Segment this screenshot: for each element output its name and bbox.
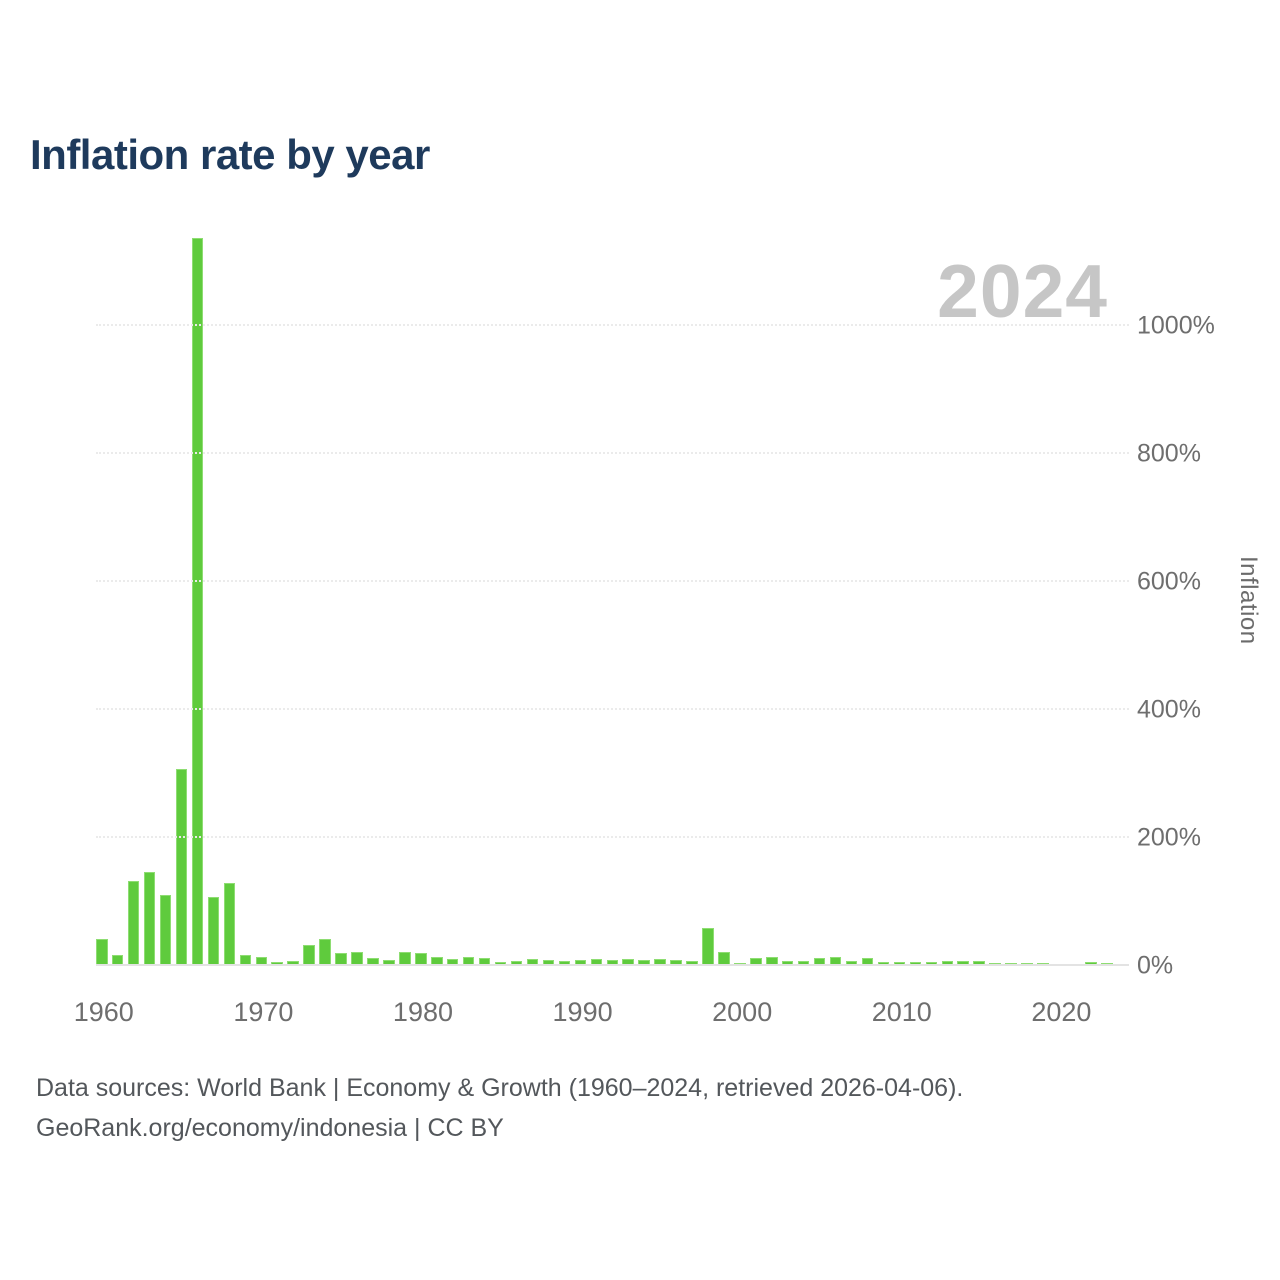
bar-2003[interactable]: [781, 960, 794, 965]
bar-1976[interactable]: [351, 952, 363, 965]
year-watermark: 2024: [937, 249, 1108, 333]
bar-1974[interactable]: [319, 939, 331, 965]
x-tick-2020: 2020: [1031, 997, 1092, 1027]
data-sources-footer: Data sources: World Bank | Economy & Gro…: [36, 1068, 963, 1148]
bar-1990[interactable]: [574, 960, 587, 965]
bar-2001[interactable]: [750, 957, 762, 965]
bar-1995[interactable]: [654, 958, 666, 965]
bar-2008[interactable]: [861, 958, 874, 965]
bar-1970[interactable]: [255, 957, 268, 965]
bar-1965[interactable]: [175, 768, 188, 965]
bar-2006[interactable]: [829, 956, 842, 965]
gridline-800: [96, 452, 1129, 454]
bar-2022[interactable]: [1085, 962, 1097, 965]
bar-1998[interactable]: [702, 927, 714, 965]
bar-1987[interactable]: [526, 959, 539, 965]
y-tick-1000: 1000%: [1137, 311, 1215, 340]
bar-1992[interactable]: [606, 960, 618, 965]
bar-1969[interactable]: [239, 955, 252, 965]
x-tick-2010: 2010: [871, 997, 932, 1027]
bar-1986[interactable]: [510, 961, 523, 965]
bar-2013[interactable]: [941, 960, 954, 965]
footer-line-sources: Data sources: World Bank | Economy & Gro…: [36, 1074, 964, 1102]
bar-2005[interactable]: [813, 958, 826, 965]
bar-1966[interactable]: [191, 237, 204, 965]
bar-2015[interactable]: [973, 960, 985, 965]
bar-1962[interactable]: [127, 880, 140, 965]
bar-1971[interactable]: [271, 962, 283, 965]
bar-1981[interactable]: [431, 957, 443, 965]
y-axis-title: Inflation: [1235, 556, 1262, 645]
bar-1997[interactable]: [686, 961, 698, 965]
x-axis-baseline: [96, 964, 1129, 966]
bar-1973[interactable]: [303, 945, 315, 965]
bar-1994[interactable]: [638, 959, 650, 965]
bar-1980[interactable]: [415, 953, 427, 965]
bar-1964[interactable]: [159, 895, 172, 965]
bar-1979[interactable]: [399, 951, 411, 965]
bar-1988[interactable]: [542, 959, 555, 965]
bar-1967[interactable]: [207, 897, 220, 965]
bar-1977[interactable]: [367, 957, 379, 965]
bar-1984[interactable]: [478, 958, 491, 965]
bar-1978[interactable]: [383, 959, 395, 965]
y-tick-400: 400%: [1137, 695, 1201, 724]
gridline-200: [96, 836, 1129, 838]
bar-1982[interactable]: [446, 958, 459, 965]
bar-2014[interactable]: [957, 960, 969, 965]
bar-2023[interactable]: [1101, 962, 1113, 965]
gridline-600: [96, 580, 1129, 582]
bar-2017[interactable]: [1005, 962, 1017, 965]
bar-1991[interactable]: [590, 958, 603, 965]
bar-2016[interactable]: [989, 962, 1001, 965]
bar-1983[interactable]: [462, 957, 475, 965]
bar-1989[interactable]: [558, 960, 571, 965]
bar-series: [96, 220, 1129, 965]
bar-2000[interactable]: [734, 962, 746, 965]
bar-1961[interactable]: [111, 954, 124, 965]
bar-2011[interactable]: [909, 961, 922, 965]
x-tick-1960: 1960: [73, 997, 134, 1027]
bar-1968[interactable]: [223, 882, 236, 965]
bar-1963[interactable]: [143, 871, 156, 965]
bar-2007[interactable]: [845, 960, 858, 965]
x-tick-1980: 1980: [392, 997, 454, 1027]
bar-1960[interactable]: [96, 938, 108, 965]
bar-1999[interactable]: [718, 951, 730, 965]
bar-1996[interactable]: [670, 959, 682, 965]
y-tick-200: 200%: [1137, 823, 1201, 852]
bar-2002[interactable]: [766, 957, 778, 965]
x-tick-2000: 2000: [712, 997, 773, 1027]
chart-title: Inflation rate by year: [30, 131, 430, 178]
bar-1985[interactable]: [494, 962, 507, 965]
bar-2012[interactable]: [925, 962, 938, 965]
gridline-400: [96, 708, 1129, 710]
x-tick-1990: 1990: [552, 997, 613, 1027]
bar-2018[interactable]: [1021, 962, 1033, 965]
y-tick-800: 800%: [1137, 439, 1201, 468]
footer-line-attribution: GeoRank.org/economy/indonesia | CC BY: [36, 1114, 504, 1142]
bar-2009[interactable]: [877, 962, 890, 965]
bar-1993[interactable]: [622, 958, 634, 965]
y-tick-600: 600%: [1137, 567, 1201, 596]
y-tick-0: 0%: [1137, 951, 1174, 980]
plot-area: [96, 221, 1129, 966]
bar-1972[interactable]: [287, 960, 299, 965]
gridline-1000: [96, 324, 1129, 326]
bar-1975[interactable]: [335, 952, 347, 965]
bar-2010[interactable]: [893, 961, 906, 965]
x-tick-1970: 1970: [233, 997, 294, 1027]
bar-2004[interactable]: [797, 961, 810, 965]
